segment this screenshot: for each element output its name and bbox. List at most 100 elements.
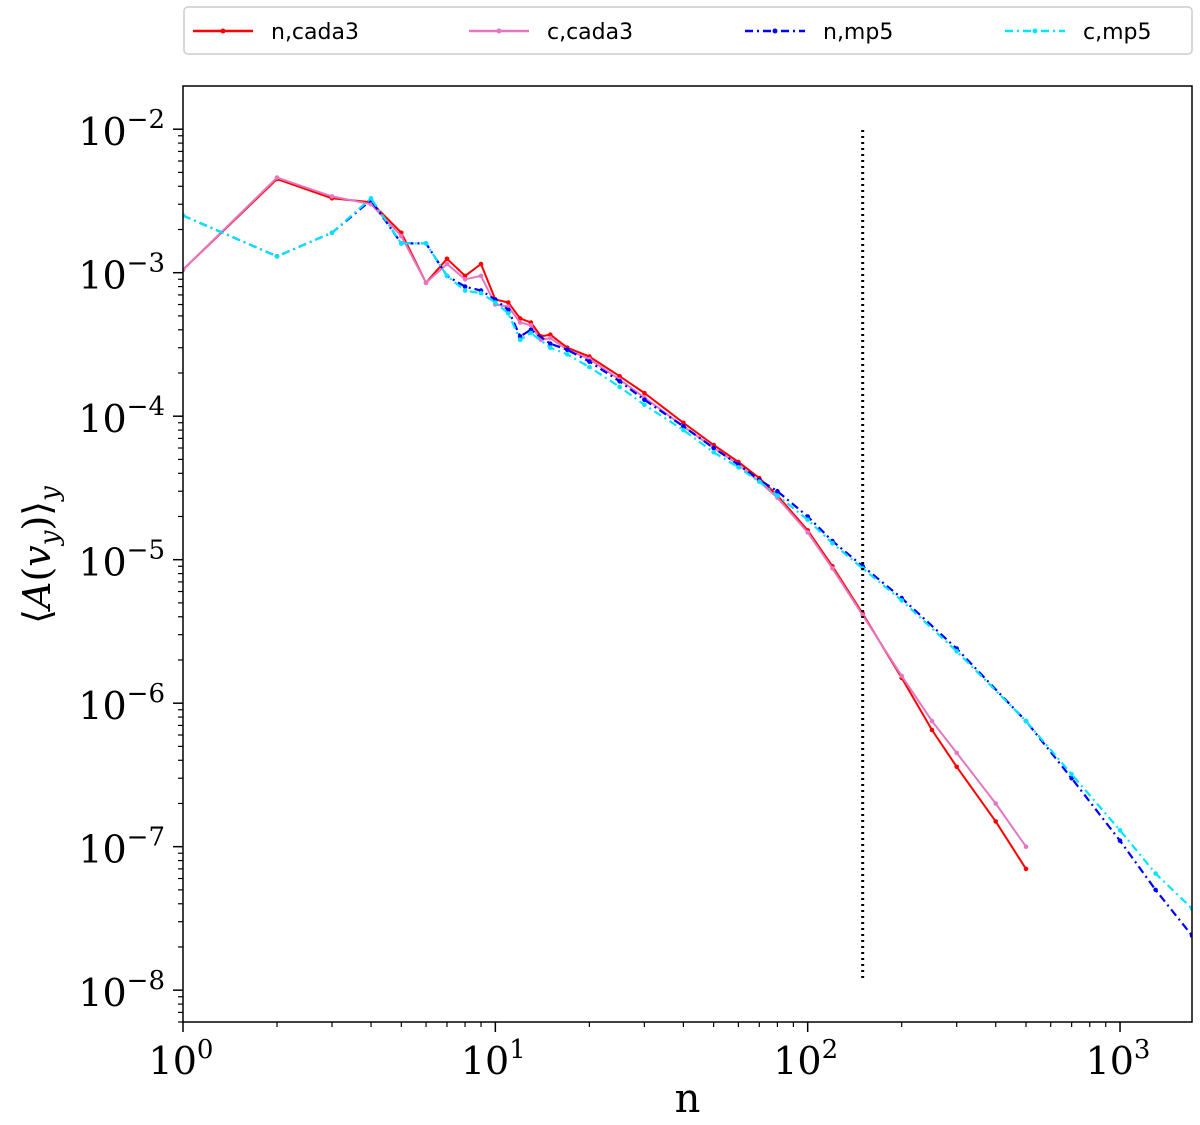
data-point <box>1069 771 1074 777</box>
x-tick-label: 102 <box>773 1035 838 1083</box>
data-point <box>506 311 511 316</box>
series-line-c-mp5 <box>183 197 1192 910</box>
data-point <box>929 718 935 724</box>
data-point <box>830 566 835 571</box>
x-tick-label: 100 <box>149 1035 214 1083</box>
legend-marker <box>496 28 502 34</box>
data-point <box>954 649 959 654</box>
data-point <box>993 801 998 806</box>
data-point <box>478 290 484 296</box>
data-point <box>1023 844 1029 849</box>
legend-box <box>183 6 1193 55</box>
data-point <box>587 359 592 364</box>
y-tick-label: 10−7 <box>78 823 165 872</box>
legend-marker <box>220 28 226 34</box>
data-point <box>1117 828 1123 833</box>
data-point <box>954 764 959 770</box>
data-point <box>681 420 686 426</box>
data-point <box>548 332 553 338</box>
data-point <box>506 300 511 305</box>
data-point <box>642 397 647 403</box>
data-point <box>711 445 716 451</box>
data-point <box>993 819 998 824</box>
data-point <box>775 493 780 498</box>
data-point <box>462 288 468 293</box>
legend-marker <box>1032 28 1038 34</box>
y-axis-label: ⟨A(vy)⟩y <box>15 486 65 624</box>
series-n-mp5 <box>183 197 1192 938</box>
y-tick-label: 10−6 <box>78 679 165 728</box>
series-c-cada3 <box>183 175 1029 849</box>
legend: n,cada3 c,cada3 n,mp5 c,mp5 <box>183 6 1193 55</box>
data-point <box>617 373 622 379</box>
data-point <box>274 175 280 180</box>
legend-entry: c,mp5 <box>1005 20 1151 45</box>
data-point <box>528 330 534 336</box>
data-point <box>517 334 523 339</box>
y-tick-label: 10−3 <box>78 249 165 298</box>
data-point <box>517 320 523 325</box>
data-point <box>462 284 468 289</box>
data-point <box>617 384 622 390</box>
y-tick-label: 10−8 <box>78 966 165 1015</box>
data-point <box>617 379 622 384</box>
data-point <box>830 541 835 546</box>
data-point <box>775 488 780 494</box>
data-point <box>1117 838 1123 843</box>
data-point <box>444 256 450 262</box>
data-point <box>805 530 810 535</box>
data-point <box>423 280 429 286</box>
x-axis-label: n <box>675 1076 701 1122</box>
x-tick-label: 103 <box>1086 1035 1151 1083</box>
y-tick-label: 10−5 <box>78 536 165 585</box>
data-point <box>444 273 450 279</box>
data-point <box>954 750 959 756</box>
series-line-c-cada3 <box>183 176 1027 848</box>
data-point <box>929 727 935 733</box>
series-line-n-cada3 <box>183 178 1027 870</box>
data-point <box>528 323 534 328</box>
data-point <box>274 253 280 259</box>
data-point <box>399 241 404 246</box>
data-point <box>899 673 904 679</box>
data-point <box>736 465 741 470</box>
data-point <box>478 261 484 267</box>
y-axis-label-text: ⟨A(vy)⟩y <box>15 486 65 624</box>
x-tick-label: 101 <box>461 1035 526 1083</box>
data-point <box>565 352 570 357</box>
data-point <box>805 517 810 522</box>
data-point <box>548 345 553 351</box>
data-point <box>1023 866 1029 872</box>
data-point <box>444 261 450 267</box>
data-point <box>478 273 484 279</box>
data-point <box>1153 887 1158 893</box>
data-point <box>528 327 534 333</box>
data-point <box>548 335 553 341</box>
y-tick-label: 10−4 <box>78 392 165 441</box>
data-point <box>681 424 686 429</box>
data-point <box>757 479 762 484</box>
legend-entry: c,cada3 <box>469 20 633 45</box>
legend-entry: n,cada3 <box>193 20 359 45</box>
series-n-cada3 <box>183 176 1029 872</box>
data-point <box>1153 871 1158 876</box>
data-point <box>399 233 404 239</box>
data-point <box>423 241 429 246</box>
data-point <box>899 598 904 603</box>
legend-label: c,cada3 <box>547 20 633 45</box>
y-tick-label: 10−2 <box>78 105 165 154</box>
data-point <box>587 364 592 370</box>
series-line-n-mp5 <box>183 199 1192 937</box>
data-point <box>642 402 647 408</box>
data-point <box>642 390 647 396</box>
x-axis-ticks: 100 101 102 103 <box>149 1022 1151 1083</box>
data-point <box>368 196 374 201</box>
data-point <box>548 341 553 347</box>
data-point <box>711 450 716 455</box>
data-point <box>462 277 468 282</box>
plot-frame <box>182 85 1193 1023</box>
data-point <box>329 230 335 235</box>
data-point <box>493 300 498 305</box>
series-c-mp5 <box>183 196 1192 911</box>
data-point <box>517 337 523 343</box>
